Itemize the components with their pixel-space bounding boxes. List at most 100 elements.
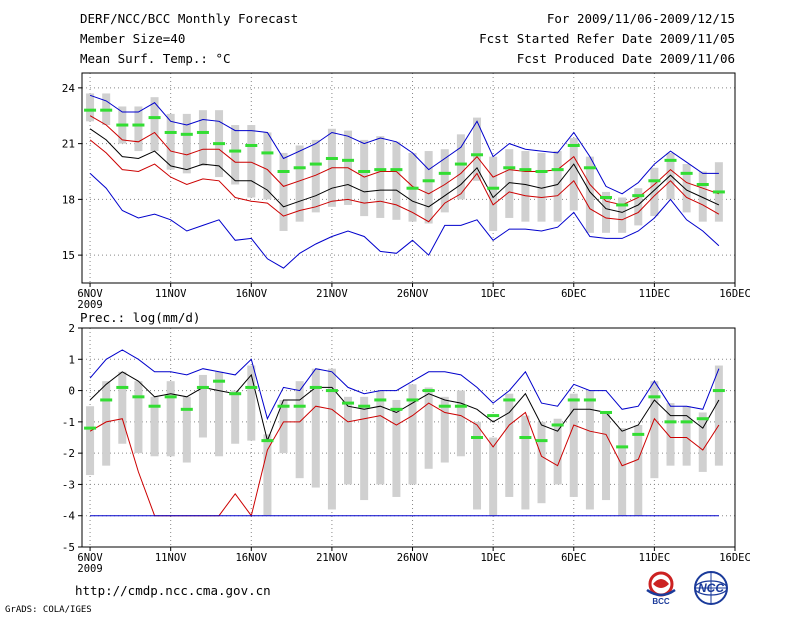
member-mark [535,439,548,443]
member-mark [471,153,484,157]
ensemble-box [585,156,594,233]
ensemble-box [279,152,288,231]
ensemble-box [537,152,546,222]
x-tick-label: 6NOV [77,288,103,300]
member-mark [277,404,290,408]
ensemble-box [198,374,207,438]
x-tick-label: 26NOV [397,552,429,564]
member-mark [696,417,709,421]
ncc-logo: NCC [687,570,735,610]
member-mark [84,426,97,430]
chart-title: DERF/NCC/BCC Monthly Forecast [80,11,299,26]
y-tick-label: 15 [62,249,75,262]
footer-url[interactable]: http://cmdp.ncc.cma.gov.cn [75,583,271,598]
y-tick-label: -3 [62,478,75,491]
grads-credit: GrADS: COLA/IGES [5,605,92,615]
x-tick-label: 16NOV [235,288,267,300]
member-mark [567,398,580,402]
forecast-period: For 2009/11/06-2009/12/15 [546,11,735,26]
ensemble-box [666,152,675,200]
ensemble-box [682,164,691,213]
series-line-lower [89,139,720,223]
ensemble-box [569,138,578,211]
member-mark [616,445,629,449]
member-mark [535,169,548,173]
member-mark [293,404,306,408]
member-mark [196,130,209,134]
y-tick-label: -4 [62,510,76,523]
member-mark [309,385,322,389]
ensemble-box [198,110,207,166]
member-mark [374,168,387,172]
x-tick-label: 16DEC [719,552,751,564]
member-mark [583,166,596,170]
member-mark [390,407,403,411]
ensemble-box [118,371,127,444]
x-tick-label: 1DEC [480,288,505,300]
ensemble-box [585,390,594,510]
series-line-max [89,349,720,421]
member-mark [632,432,645,436]
member-mark [454,162,467,166]
header-left: DERF/NCC/BCC Monthly Forecast Member Siz… [80,11,298,71]
member-mark [229,149,242,153]
ensemble-box [698,171,707,222]
x-tick-label: 1DEC [480,552,505,564]
series-line-mean [89,371,720,443]
member-mark [712,190,725,194]
member-mark [293,166,306,170]
member-mark [551,423,564,427]
member-mark [406,398,419,402]
member-mark [325,389,338,393]
member-mark [471,436,484,439]
ensemble-box [666,403,675,466]
temperature-panel: 15 18 21 24 6NOV 11NOV 16NOV 21NOV 26NOV 1DEC 6DEC… [62,72,751,311]
member-mark [148,404,161,408]
member-mark [164,130,177,134]
member-mark [422,389,435,393]
member-mark [325,156,338,160]
x-tick-label: 11DEC [639,288,671,300]
member-mark [116,385,129,389]
ensemble-box [618,197,627,233]
member-mark [213,142,226,146]
ensemble-box [231,125,240,185]
member-mark [616,203,629,207]
ensemble-box [360,396,369,501]
x-tick-label: 21NOV [316,552,348,564]
ensemble-box [166,113,175,170]
ensemble-box [521,415,530,510]
member-mark [374,398,387,402]
member-mark [180,132,193,136]
member-mark [519,168,532,172]
ensemble-box [182,113,191,174]
ensemble-box [392,141,401,220]
ensemble-box [182,396,191,463]
member-mark [100,398,113,402]
member-mark [277,169,290,173]
y-tick-label: 21 [62,138,75,151]
x-tick-label: 6DEC [561,552,586,564]
y-tick-label: 18 [62,193,75,206]
x-tick-label: 6DEC [561,288,586,300]
ensemble-box [440,396,449,463]
member-mark [503,166,516,170]
ensemble-box [279,399,288,454]
ensemble-box [134,106,143,152]
member-mark [664,420,677,424]
y-tick-label: 0 [68,385,75,398]
bcc-logo: BCC [641,570,681,610]
member-mark [342,158,355,162]
ensemble-box [86,406,95,476]
ensemble-box [376,390,385,485]
member-mark [132,395,145,399]
y-tick-label: 24 [62,82,76,95]
ensemble-box [602,191,611,233]
member-mark [664,158,677,162]
member-mark [438,404,451,408]
ensemble-box [231,390,240,444]
series-line-max [89,94,719,195]
ensemble-box [263,132,272,200]
